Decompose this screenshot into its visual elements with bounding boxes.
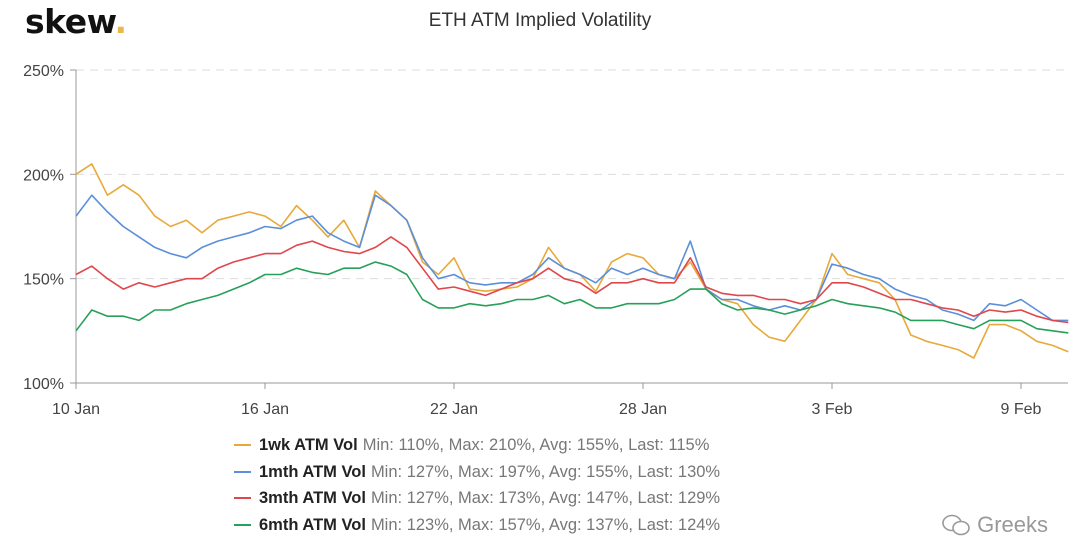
skew-logo: skew. xyxy=(25,2,127,41)
legend-item[interactable]: 1wk ATM Vol Min: 110%, Max: 210%, Avg: 15… xyxy=(234,432,720,459)
legend-swatch xyxy=(234,444,251,447)
y-tick-label: 250% xyxy=(23,63,64,80)
y-tick-label: 150% xyxy=(23,272,64,289)
legend-series-name: 3mth ATM Vol xyxy=(259,489,366,507)
legend-stats: Min: 123%, Max: 157%, Avg: 137%, Last: 1… xyxy=(370,515,721,534)
series-line-2 xyxy=(75,194,1069,322)
wechat-icon xyxy=(942,514,970,536)
legend-stats: Min: 127%, Max: 173%, Avg: 147%, Last: 1… xyxy=(370,489,721,507)
legend-series-name: 6mth ATM Vol xyxy=(259,515,366,534)
line-chart: 100% 150% 200% 250% 10 Jan 16 Jan 22 Jan 28 Jan… xyxy=(23,63,1069,418)
chart-title: ETH ATM Implied Volatility xyxy=(428,10,652,31)
y-tick-label: 100% xyxy=(23,376,64,393)
legend: 1wk ATM Vol Min: 110%, Max: 210%, Avg: 15… xyxy=(234,432,720,538)
legend-item[interactable]: 1mth ATM Vol Min: 127%, Max: 197%, Avg: 1… xyxy=(234,459,720,486)
legend-series-name: 1mth ATM Vol xyxy=(259,462,366,481)
watermark: Greeks xyxy=(941,512,1048,538)
legend-item[interactable]: 6mth ATM Vol Min: 123%, Max: 157%, Avg: 1… xyxy=(234,512,720,539)
x-tick-label: 28 Jan xyxy=(619,401,667,418)
legend-item[interactable]: 3mth ATM Vol Min: 127%, Max: 173%, Avg: 1… xyxy=(234,485,720,512)
x-tick-label: 22 Jan xyxy=(430,401,478,418)
legend-swatch xyxy=(234,470,251,473)
legend-stats: Min: 127%, Max: 197%, Avg: 155%, Last: 1… xyxy=(370,462,721,481)
x-tick-label: 16 Jan xyxy=(241,401,289,418)
x-tick-label: 10 Jan xyxy=(52,401,100,418)
legend-swatch xyxy=(234,523,251,526)
legend-swatch xyxy=(234,497,251,500)
y-tick-label: 200% xyxy=(23,167,64,184)
series-line-3 xyxy=(75,236,1069,324)
legend-series-name: 1wk ATM Vol xyxy=(259,436,358,454)
x-tick-label: 3 Feb xyxy=(812,401,853,418)
series-line-4 xyxy=(75,261,1069,334)
legend-stats: Min: 110%, Max: 210%, Avg: 155%, Last: 1… xyxy=(362,436,710,454)
x-tick-label: 9 Feb xyxy=(1001,401,1042,418)
series-line-1 xyxy=(75,163,1069,359)
